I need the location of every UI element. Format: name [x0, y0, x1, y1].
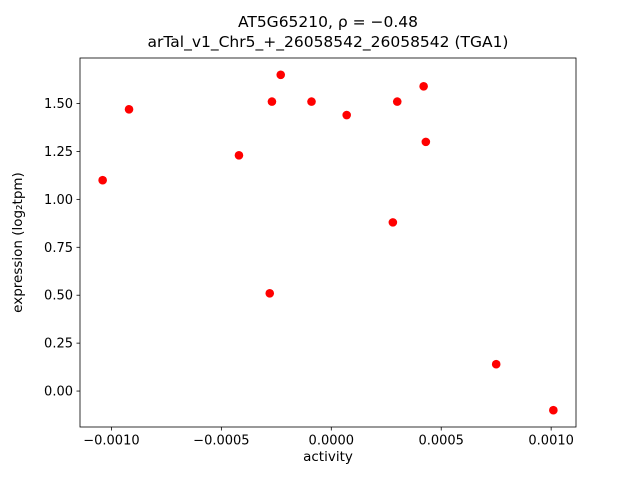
data-point — [342, 110, 351, 120]
data-point — [549, 405, 558, 415]
y-tick-label: 1.50 — [44, 97, 73, 112]
y-tick-label: 0.25 — [44, 337, 73, 352]
y-tick-label: 1.25 — [44, 145, 73, 160]
y-tick-label: 0.50 — [44, 289, 73, 304]
data-point — [98, 175, 107, 185]
x-tick-label: −0.0005 — [193, 434, 249, 449]
x-axis-label: activity — [303, 449, 353, 465]
data-point — [265, 288, 275, 298]
data-point — [388, 218, 398, 227]
data-point — [491, 359, 501, 369]
x-tick-label: −0.0010 — [83, 434, 139, 449]
y-tick-label: 0.00 — [44, 385, 73, 400]
data-point — [267, 97, 277, 106]
x-tick-label: 0.0010 — [528, 434, 574, 449]
y-tick-label: 0.75 — [44, 241, 73, 256]
chart-title-line1: AT5G65210, ρ = −0.48 — [238, 13, 418, 31]
x-tick-label: 0.0005 — [418, 434, 464, 449]
y-axis-label: expression (log₂tpm) — [10, 172, 26, 313]
x-tick-label: 0.0000 — [309, 434, 355, 449]
data-point — [276, 70, 286, 80]
y-tick-label: 1.00 — [44, 193, 73, 208]
plot-frame — [79, 57, 577, 428]
data-point — [421, 137, 431, 147]
data-point — [307, 97, 316, 106]
data-point — [419, 81, 428, 91]
chart-title-line2: arTal_v1_Chr5_+_26058542_26058542 (TGA1) — [148, 33, 509, 52]
data-point — [124, 104, 134, 114]
data-point — [234, 150, 244, 160]
data-point — [392, 97, 402, 106]
